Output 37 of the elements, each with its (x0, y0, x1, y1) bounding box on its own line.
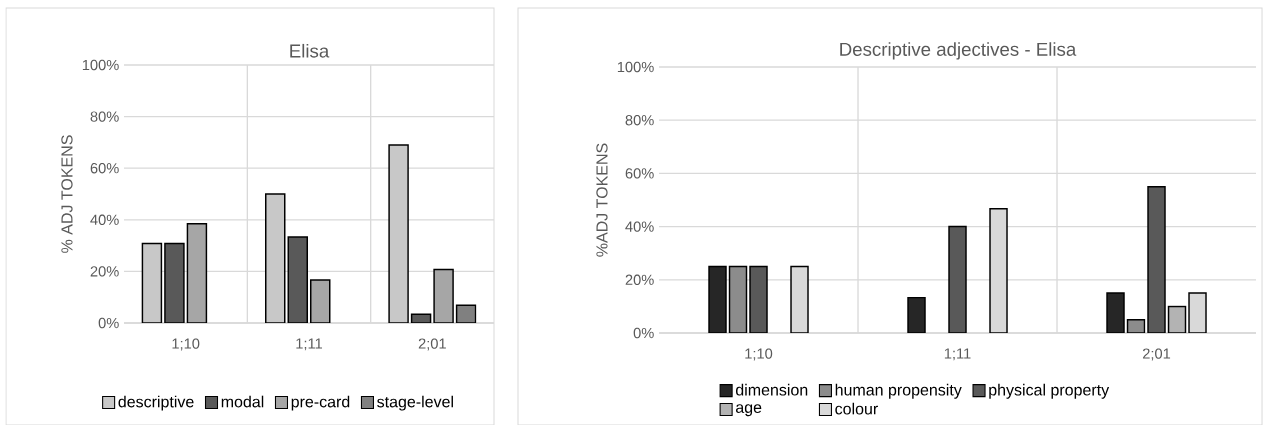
legend-label: dimension (735, 383, 808, 396)
x-tick-label: 2;01 (418, 338, 446, 351)
y-tick-label: 60% (90, 163, 119, 174)
x-tick-label: 1;11 (296, 338, 323, 351)
y-tick-label: 60% (625, 168, 654, 179)
legend-label: modal (221, 395, 264, 408)
y-tick-label: 20% (90, 266, 119, 277)
y-tick-label: 40% (625, 221, 654, 232)
y-tick-label: 40% (90, 214, 119, 225)
y-tick-label: 80% (90, 111, 119, 122)
bar (287, 236, 308, 323)
bar (265, 193, 286, 323)
legend-label: pre-card (291, 395, 350, 411)
bar (310, 279, 331, 323)
x-tick-label: 2;01 (1142, 348, 1171, 361)
y-tick-label: 20% (625, 274, 654, 285)
legend-label: colour (835, 402, 878, 415)
bar (728, 265, 748, 333)
bar (141, 242, 163, 323)
chart-title: Descriptive adjectives - Elisa (840, 42, 1077, 60)
y-tick-label: 0% (633, 327, 654, 339)
legend-label: age (735, 404, 762, 417)
chart-title: Elisa (290, 43, 330, 58)
legend-label: stage-level (377, 395, 453, 411)
legend-label: descriptive (118, 395, 194, 411)
x-tick-label: 1;10 (172, 338, 200, 351)
y-tick-label: 100% (82, 59, 119, 71)
y-tick-label: 0% (98, 317, 119, 329)
y-axis-title: %ADJ TOKENS (596, 143, 608, 257)
y-axis-title: % ADJ TOKENS (61, 135, 73, 253)
x-tick-label: 1;10 (745, 348, 773, 361)
y-tick-label: 80% (625, 115, 654, 126)
legend-label: physical property (989, 383, 1110, 399)
bar (186, 222, 208, 323)
y-tick-label: 100% (617, 61, 654, 73)
legend-label: human propensity (835, 383, 962, 399)
x-tick-label: 1;11 (944, 348, 971, 361)
